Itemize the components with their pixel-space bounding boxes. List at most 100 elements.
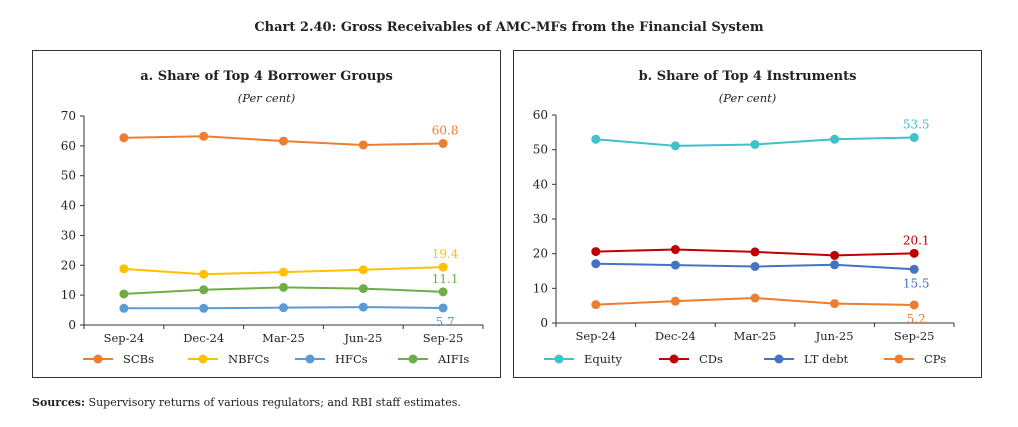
y-tick-label: 40 [61,199,76,213]
data-point [199,269,209,279]
y-tick-label: 40 [533,177,548,191]
x-tick-label: Mar-25 [734,329,777,343]
sources-text: Supervisory returns of various regulator… [85,396,461,409]
data-point [438,262,448,272]
y-tick-label: 10 [61,288,76,302]
data-point [750,247,760,257]
y-tick-label: 70 [61,109,76,123]
y-tick-label: 50 [61,169,76,183]
data-point [750,261,760,271]
legend-label: LT debt [804,352,849,366]
data-point [438,287,448,297]
y-tick-label: 60 [61,139,76,153]
x-tick-label: Sep-25 [423,331,464,345]
x-tick-label: Mar-25 [262,331,305,345]
data-point [591,134,601,144]
legend-marker [305,354,315,364]
y-tick-label: 50 [533,143,548,157]
data-point [591,300,601,310]
data-point [358,140,368,150]
data-point [830,134,840,144]
data-point [279,267,288,277]
data-point [591,247,601,257]
data-point [119,289,129,299]
data-point [119,264,129,274]
data-label: 53.5 [903,118,930,132]
chart-title: Chart 2.40: Gross Receivables of AMC-MFs… [254,20,764,35]
data-point [670,141,680,151]
legend-label: SCBs [123,352,154,366]
legend-label: HFCs [335,352,368,366]
legend-label: CPs [924,352,946,366]
panel-subtitle: (Per cent) [237,91,296,105]
data-point [591,259,601,269]
data-point [909,133,919,143]
y-tick-label: 10 [533,281,548,295]
x-tick-label: Sep-24 [576,329,617,343]
x-tick-label: Dec-24 [655,329,696,343]
data-point [199,303,209,313]
data-label: 60.8 [432,123,459,137]
legend-marker [408,354,418,364]
data-point [279,303,288,313]
data-point [438,303,448,313]
y-tick-label: 60 [533,108,548,122]
legend-marker [774,354,784,364]
legend-marker [554,354,564,364]
x-tick-label: Jun-25 [343,331,382,345]
sources-note: Sources: Supervisory returns of various … [32,396,461,409]
data-label: 11.1 [432,272,459,286]
data-point [670,245,680,255]
legend-marker [669,354,679,364]
data-point [358,265,368,275]
x-tick-label: Jun-25 [815,329,854,343]
data-point [750,139,760,149]
legend-marker [894,354,904,364]
panel-title: a. Share of Top 4 Borrower Groups [140,69,393,84]
legend-label: NBFCs [228,352,269,366]
sources-label: Sources: [32,396,86,409]
data-point [119,303,129,313]
panel-subtitle: (Per cent) [718,91,777,105]
data-label: 5.7 [436,315,455,329]
y-tick-label: 0 [68,318,76,332]
data-label: 20.1 [903,233,930,247]
data-point [830,299,840,309]
y-tick-label: 30 [533,212,548,226]
data-point [750,293,760,303]
data-point [830,260,840,270]
data-point [119,133,129,143]
data-point [670,260,680,270]
data-point [830,250,840,260]
data-point [909,248,919,258]
legend-label: Equity [584,352,622,366]
data-point [438,138,448,148]
data-point [909,264,919,274]
panel-borrower-groups: a. Share of Top 4 Borrower Groups (Per c… [32,50,501,378]
x-tick-label: Sep-24 [104,331,145,345]
data-point [199,131,209,141]
x-tick-label: Dec-24 [183,331,224,345]
legend-marker [93,354,103,364]
y-tick-label: 30 [61,228,76,242]
data-label: 19.4 [432,247,459,261]
data-point [279,282,288,292]
y-tick-label: 20 [533,247,548,261]
y-tick-label: 20 [61,258,76,272]
panel-title: b. Share of Top 4 Instruments [638,69,857,84]
line-chart-svg: 0 10 20 30 40 50 60 70 Sep-24 Dec-24 Mar-25 Jun-25 S… [61,109,484,366]
line-chart-svg: 0 10 20 30 40 50 60 Sep-24 Dec-24 Mar-25 Jun-25 Sep… [533,108,955,366]
data-point [358,284,368,294]
data-point [909,300,919,310]
legend-marker [198,354,208,364]
data-point [670,296,680,306]
panel-instruments: b. Share of Top 4 Instruments (Per cent)… [513,50,982,378]
legend-label: AIFIs [437,352,469,366]
legend-label: CDs [699,352,723,366]
data-point [199,285,209,295]
data-label: 5.2 [907,312,926,326]
data-point [358,302,368,312]
y-tick-label: 0 [540,316,548,330]
x-tick-label: Sep-25 [894,329,935,343]
data-point [279,136,288,146]
